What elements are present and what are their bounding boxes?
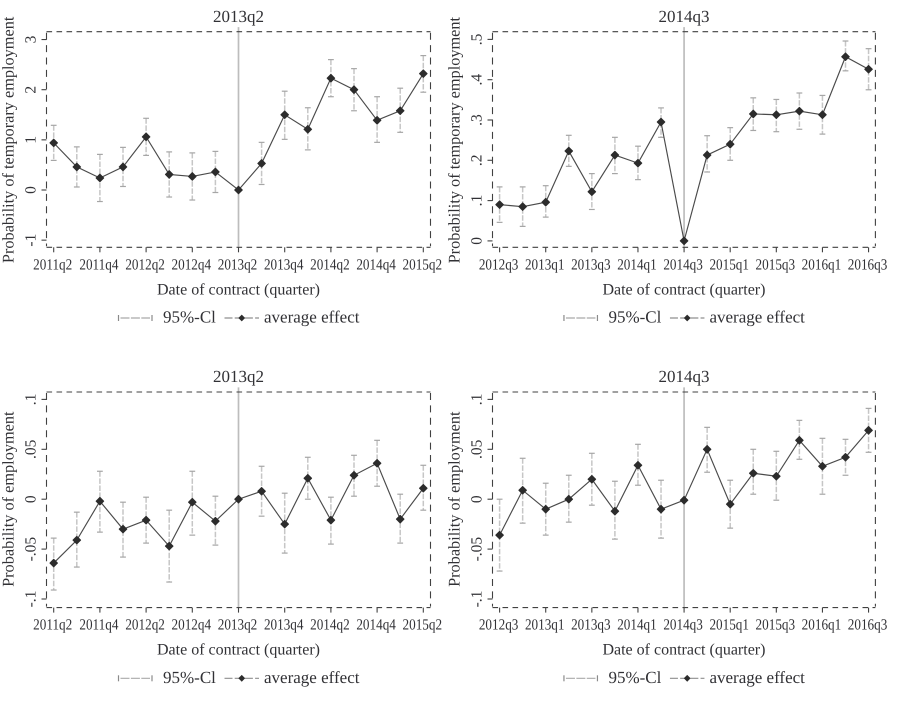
svg-text:2013q3: 2013q3 xyxy=(571,256,611,273)
svg-text:2015q2: 2015q2 xyxy=(403,617,443,634)
svg-text:-.1: -.1 xyxy=(469,591,486,608)
svg-text:.2: .2 xyxy=(469,154,486,166)
svg-text:2014q1: 2014q1 xyxy=(617,617,657,634)
svg-text:2013q3: 2013q3 xyxy=(571,617,611,634)
svg-text:.4: .4 xyxy=(469,74,486,86)
svg-text:2012q2: 2012q2 xyxy=(125,256,165,273)
svg-text:Date of contract (quarter): Date of contract (quarter) xyxy=(157,281,320,298)
svg-text:2016q1: 2016q1 xyxy=(802,617,842,634)
svg-text:Probability of employment: Probability of employment xyxy=(0,411,18,587)
svg-text:0: 0 xyxy=(469,495,486,503)
svg-text:Probability of temporary emplo: Probability of temporary employment xyxy=(0,16,18,263)
svg-text:2014q1: 2014q1 xyxy=(617,256,657,273)
svg-text:Date of contract (quarter): Date of contract (quarter) xyxy=(157,642,320,659)
svg-text:.05: .05 xyxy=(469,439,486,459)
svg-text:0: 0 xyxy=(23,495,40,503)
svg-text:2013q1: 2013q1 xyxy=(525,617,565,634)
svg-text:2013q2: 2013q2 xyxy=(213,367,264,386)
svg-text:2013q4: 2013q4 xyxy=(264,256,304,273)
svg-text:2014q2: 2014q2 xyxy=(310,256,350,273)
svg-text:2013q2: 2013q2 xyxy=(213,7,264,26)
svg-text:2011q4: 2011q4 xyxy=(79,256,118,273)
svg-text:Date of contract (quarter): Date of contract (quarter) xyxy=(602,281,765,298)
svg-text:2014q3: 2014q3 xyxy=(658,367,709,386)
svg-text:2: 2 xyxy=(23,86,40,94)
svg-text:0: 0 xyxy=(469,237,486,245)
svg-text:2012q2: 2012q2 xyxy=(125,617,165,634)
svg-text:95%-Cl: 95%-Cl xyxy=(608,668,661,687)
svg-text:2016q3: 2016q3 xyxy=(848,617,888,634)
svg-text:3: 3 xyxy=(23,35,40,43)
svg-text:average effect: average effect xyxy=(709,308,805,327)
svg-text:.05: .05 xyxy=(23,439,40,459)
svg-text:2014q4: 2014q4 xyxy=(356,256,396,273)
svg-text:average effect: average effect xyxy=(709,668,805,687)
svg-text:.1: .1 xyxy=(23,394,40,406)
svg-text:2014q3: 2014q3 xyxy=(663,256,703,273)
svg-text:2015q1: 2015q1 xyxy=(709,256,749,273)
svg-text:2012q3: 2012q3 xyxy=(479,617,519,634)
svg-text:Date of contract (quarter): Date of contract (quarter) xyxy=(602,642,765,659)
svg-text:average effect: average effect xyxy=(264,308,360,327)
svg-text:.1: .1 xyxy=(469,195,486,207)
svg-text:2012q3: 2012q3 xyxy=(479,256,519,273)
svg-text:.5: .5 xyxy=(469,33,486,45)
svg-text:Probability of temporary emplo: Probability of temporary employment xyxy=(445,16,464,263)
svg-text:1: 1 xyxy=(23,136,40,144)
svg-text:2012q4: 2012q4 xyxy=(172,256,212,273)
svg-text:0: 0 xyxy=(23,186,40,194)
svg-text:2014q4: 2014q4 xyxy=(356,617,396,634)
svg-text:.3: .3 xyxy=(469,114,486,126)
svg-text:2015q3: 2015q3 xyxy=(756,256,796,273)
svg-text:-1: -1 xyxy=(23,234,40,247)
svg-text:2014q3: 2014q3 xyxy=(663,617,703,634)
svg-text:2013q2: 2013q2 xyxy=(218,617,258,634)
svg-text:2011q2: 2011q2 xyxy=(33,617,72,634)
svg-text:Probability of employment: Probability of employment xyxy=(445,411,464,587)
svg-text:2011q2: 2011q2 xyxy=(33,256,72,273)
svg-text:2016q1: 2016q1 xyxy=(802,256,842,273)
svg-text:2013q4: 2013q4 xyxy=(264,617,304,634)
svg-text:-.05: -.05 xyxy=(469,537,486,562)
svg-text:95%-Cl: 95%-Cl xyxy=(163,668,216,687)
svg-text:2016q3: 2016q3 xyxy=(848,256,888,273)
svg-text:95%-Cl: 95%-Cl xyxy=(608,308,661,327)
svg-text:-.05: -.05 xyxy=(23,537,40,562)
svg-text:.1: .1 xyxy=(469,394,486,406)
svg-text:2014q3: 2014q3 xyxy=(658,7,709,26)
svg-text:2014q2: 2014q2 xyxy=(310,617,350,634)
svg-text:2013q2: 2013q2 xyxy=(218,256,258,273)
svg-text:2015q2: 2015q2 xyxy=(403,256,443,273)
svg-text:2013q1: 2013q1 xyxy=(525,256,565,273)
svg-text:2012q4: 2012q4 xyxy=(172,617,212,634)
svg-text:average effect: average effect xyxy=(264,668,360,687)
svg-text:95%-Cl: 95%-Cl xyxy=(163,308,216,327)
svg-text:2015q3: 2015q3 xyxy=(756,617,796,634)
svg-text:2015q1: 2015q1 xyxy=(709,617,749,634)
svg-text:2011q4: 2011q4 xyxy=(79,617,118,634)
svg-text:-.1: -.1 xyxy=(23,591,40,608)
